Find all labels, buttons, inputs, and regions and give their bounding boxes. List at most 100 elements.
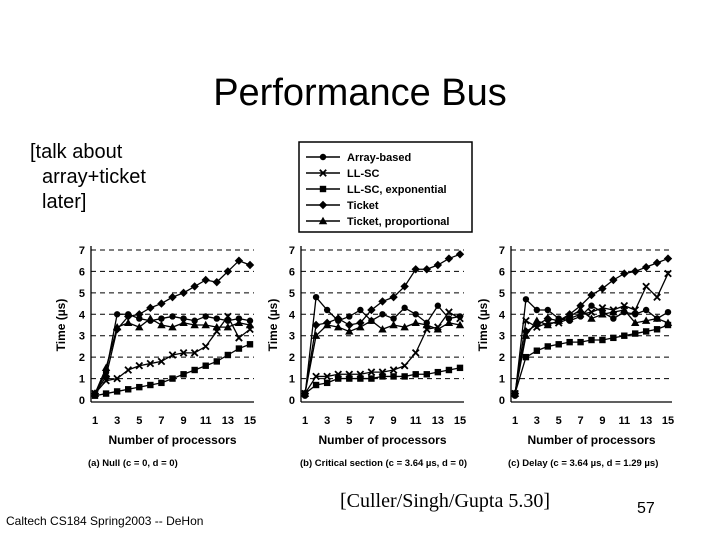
x-tick-label: 11 bbox=[200, 415, 212, 427]
data-point bbox=[434, 368, 442, 376]
data-point bbox=[235, 315, 243, 322]
data-point bbox=[389, 366, 398, 374]
data-point bbox=[212, 277, 221, 287]
y-tick-label: 6 bbox=[499, 266, 505, 278]
x-tick-label: 15 bbox=[244, 415, 256, 427]
x-tick-label: 15 bbox=[662, 415, 674, 427]
data-point bbox=[588, 302, 595, 309]
data-point bbox=[455, 320, 465, 329]
data-point bbox=[124, 366, 133, 374]
chart-caption: (a) Null (c = 0, d = 0) bbox=[88, 458, 178, 469]
x-tick-label: 3 bbox=[324, 415, 330, 427]
data-point bbox=[652, 314, 662, 322]
data-point bbox=[521, 331, 531, 339]
data-point bbox=[400, 322, 409, 331]
y-tick-label: 2 bbox=[79, 352, 85, 364]
y-tick-label: 1 bbox=[79, 374, 85, 386]
data-point bbox=[598, 284, 607, 293]
y-tick-label: 0 bbox=[289, 395, 295, 407]
data-point bbox=[201, 275, 210, 285]
chart-caption: (c) Delay (c = 3.64 µs, d = 1.29 µs) bbox=[508, 458, 658, 469]
y-tick-label: 2 bbox=[499, 352, 505, 364]
y-tick-label: 0 bbox=[79, 395, 85, 407]
data-point bbox=[444, 254, 454, 263]
data-point bbox=[379, 311, 386, 318]
data-point bbox=[610, 334, 617, 342]
data-point bbox=[533, 306, 541, 314]
data-point bbox=[664, 269, 672, 278]
data-point bbox=[323, 306, 331, 314]
data-point bbox=[334, 314, 343, 323]
data-point bbox=[135, 310, 144, 319]
data-point bbox=[588, 336, 595, 344]
data-point bbox=[124, 318, 133, 327]
data-point bbox=[334, 322, 343, 331]
data-point bbox=[311, 331, 321, 339]
data-point bbox=[191, 317, 198, 324]
data-point bbox=[434, 302, 442, 309]
data-point bbox=[412, 371, 419, 378]
data-point bbox=[346, 375, 353, 382]
data-point bbox=[356, 322, 365, 331]
x-tick-label: 7 bbox=[158, 415, 164, 427]
data-point bbox=[234, 318, 244, 327]
x-tick-label: 13 bbox=[432, 415, 444, 427]
data-point bbox=[135, 322, 144, 331]
data-point bbox=[577, 338, 584, 346]
legend-label: Ticket, proportional bbox=[347, 216, 449, 228]
data-point bbox=[235, 345, 243, 352]
data-point bbox=[544, 343, 551, 350]
data-point bbox=[179, 318, 188, 327]
data-point bbox=[90, 389, 100, 397]
data-point bbox=[510, 389, 520, 397]
data-point bbox=[566, 338, 573, 346]
data-point bbox=[213, 315, 220, 322]
data-point bbox=[378, 325, 387, 333]
x-tick-label: 5 bbox=[136, 415, 142, 427]
data-point bbox=[224, 312, 232, 321]
data-point bbox=[246, 317, 254, 324]
data-point bbox=[147, 381, 154, 389]
data-point bbox=[632, 330, 639, 337]
x-tick-label: 1 bbox=[92, 415, 98, 427]
y-tick-label: 5 bbox=[79, 288, 85, 300]
data-point bbox=[609, 275, 618, 285]
data-point bbox=[565, 312, 574, 320]
data-point bbox=[544, 306, 551, 314]
x-tick-label: 3 bbox=[534, 415, 540, 427]
data-point bbox=[300, 389, 310, 397]
data-point bbox=[136, 383, 143, 391]
data-point bbox=[642, 328, 650, 335]
data-point bbox=[444, 318, 454, 327]
data-point bbox=[245, 260, 255, 270]
data-point bbox=[576, 305, 585, 314]
x-tick-label: 1 bbox=[302, 415, 308, 427]
data-point bbox=[598, 310, 607, 318]
data-point bbox=[202, 313, 209, 320]
data-point bbox=[609, 307, 618, 316]
y-tick-label: 1 bbox=[289, 374, 295, 386]
x-tick-label: 15 bbox=[454, 415, 466, 427]
y-axis-label: Time (µs) bbox=[476, 299, 490, 352]
data-point bbox=[146, 303, 155, 313]
data-point bbox=[641, 316, 651, 324]
data-point bbox=[411, 318, 420, 327]
data-point bbox=[234, 256, 244, 265]
data-point bbox=[445, 315, 453, 322]
legend-marker bbox=[318, 216, 328, 225]
x-tick-label: 9 bbox=[181, 415, 187, 427]
data-point bbox=[456, 364, 464, 372]
data-point bbox=[125, 386, 132, 393]
y-axis-label: Time (µs) bbox=[266, 299, 280, 352]
data-point bbox=[136, 315, 143, 322]
data-point bbox=[664, 308, 672, 316]
data-point bbox=[113, 374, 121, 383]
x-tick-label: 5 bbox=[556, 415, 562, 427]
data-point bbox=[158, 379, 165, 387]
data-point bbox=[400, 361, 409, 370]
x-axis-label: Number of processors bbox=[318, 433, 446, 447]
data-point bbox=[157, 299, 166, 308]
data-point bbox=[423, 371, 430, 378]
